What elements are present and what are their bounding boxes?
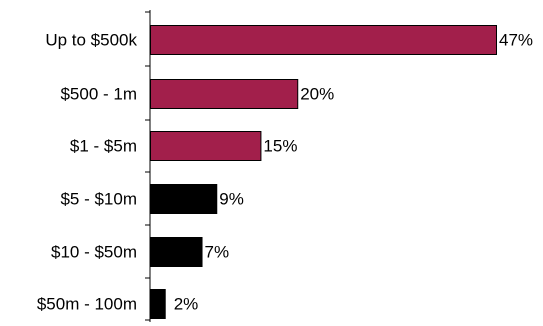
bar bbox=[150, 289, 166, 319]
value-label: 20% bbox=[300, 85, 334, 104]
category-label: $500 - 1m bbox=[60, 85, 137, 104]
value-label: 2% bbox=[174, 295, 199, 314]
bar bbox=[150, 184, 218, 214]
category-labels: Up to $500k $500 - 1m $1 - $5m $5 - $10m $10… bbox=[37, 31, 138, 314]
bars bbox=[150, 25, 497, 319]
value-label: 47% bbox=[499, 31, 533, 50]
category-label: $5 - $10m bbox=[60, 190, 137, 209]
category-label: $1 - $5m bbox=[70, 137, 137, 156]
value-label: 9% bbox=[219, 190, 244, 209]
bar bbox=[150, 237, 203, 267]
category-label: $10 - $50m bbox=[51, 243, 137, 262]
value-label: 15% bbox=[263, 137, 297, 156]
bar bbox=[150, 131, 262, 161]
bar bbox=[150, 25, 497, 55]
value-label: 7% bbox=[205, 243, 230, 262]
category-label: $50m - 100m bbox=[37, 295, 137, 314]
y-axis-ticks bbox=[145, 11, 150, 321]
value-labels: 47% 20% 15% 9% 7% 2% bbox=[174, 31, 533, 314]
category-label: Up to $500k bbox=[45, 31, 137, 50]
bar bbox=[150, 79, 299, 109]
